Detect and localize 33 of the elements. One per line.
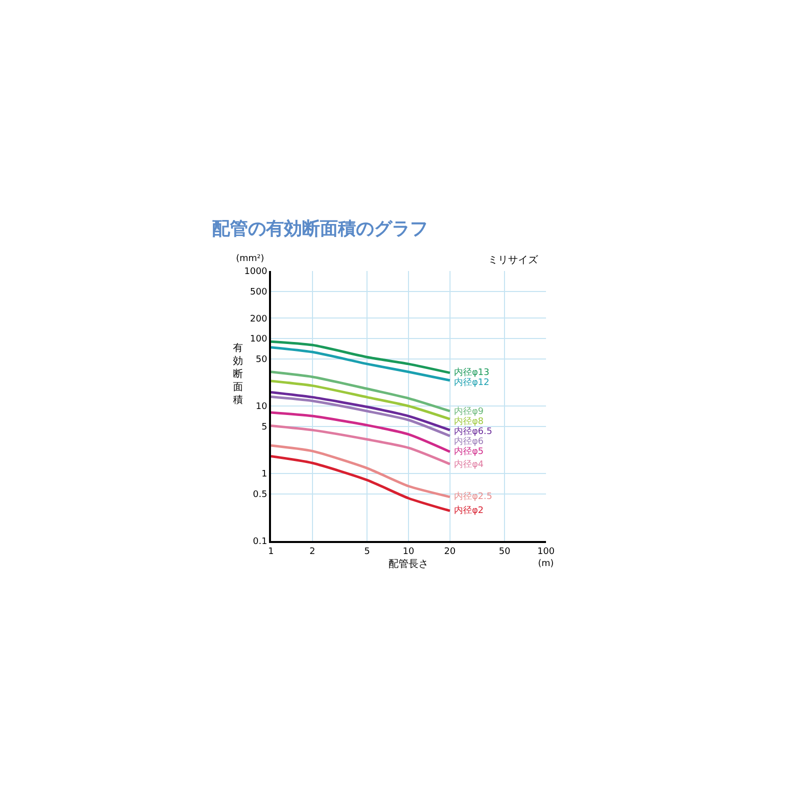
series-label: 内径φ9 <box>454 406 484 417</box>
series-label: 内径φ2.5 <box>454 491 492 502</box>
x-tick-label: 100 <box>537 546 555 557</box>
series-label: 内径φ6.5 <box>454 426 492 437</box>
series-label: 内径φ5 <box>454 446 484 457</box>
series-label: 内径φ4 <box>454 459 484 470</box>
series-label: 内径φ12 <box>454 377 490 388</box>
x-tick-label: 5 <box>364 546 370 557</box>
y-tick-label: 100 <box>250 334 268 345</box>
y-tick-label: 500 <box>250 287 268 298</box>
x-tick-label: 50 <box>498 546 511 557</box>
y-axis-title: 有効断面積 <box>233 342 243 406</box>
x-tick-label: 2 <box>310 546 316 557</box>
y-tick-label: 10 <box>256 402 268 412</box>
y-tick-label: 50 <box>256 354 268 365</box>
y-tick-label: 5 <box>261 422 268 432</box>
x-tick-label: 20 <box>444 546 456 557</box>
series-label: 内径φ8 <box>454 416 484 427</box>
y-tick-label: 0.1 <box>252 537 268 548</box>
series-label: 内径φ6 <box>454 436 484 447</box>
x-tick-label: 10 <box>402 546 414 557</box>
x-tick-label: 1 <box>268 546 274 557</box>
x-axis-title: 配管長さ <box>388 558 428 570</box>
text: ミリサイズ <box>488 254 539 266</box>
y-tick-label: 1000 <box>244 267 268 278</box>
y-tick-label: 0.5 <box>252 490 268 500</box>
chart-title: 配管の有効断面積のグラフ <box>212 218 428 240</box>
text: (mm²) <box>236 254 264 264</box>
y-tick-label: 200 <box>250 314 268 324</box>
series-label: 内径φ2 <box>454 505 484 516</box>
text: (m) <box>538 559 554 569</box>
y-tick-label: 1 <box>261 470 268 480</box>
series-label: 内径φ13 <box>454 367 490 378</box>
